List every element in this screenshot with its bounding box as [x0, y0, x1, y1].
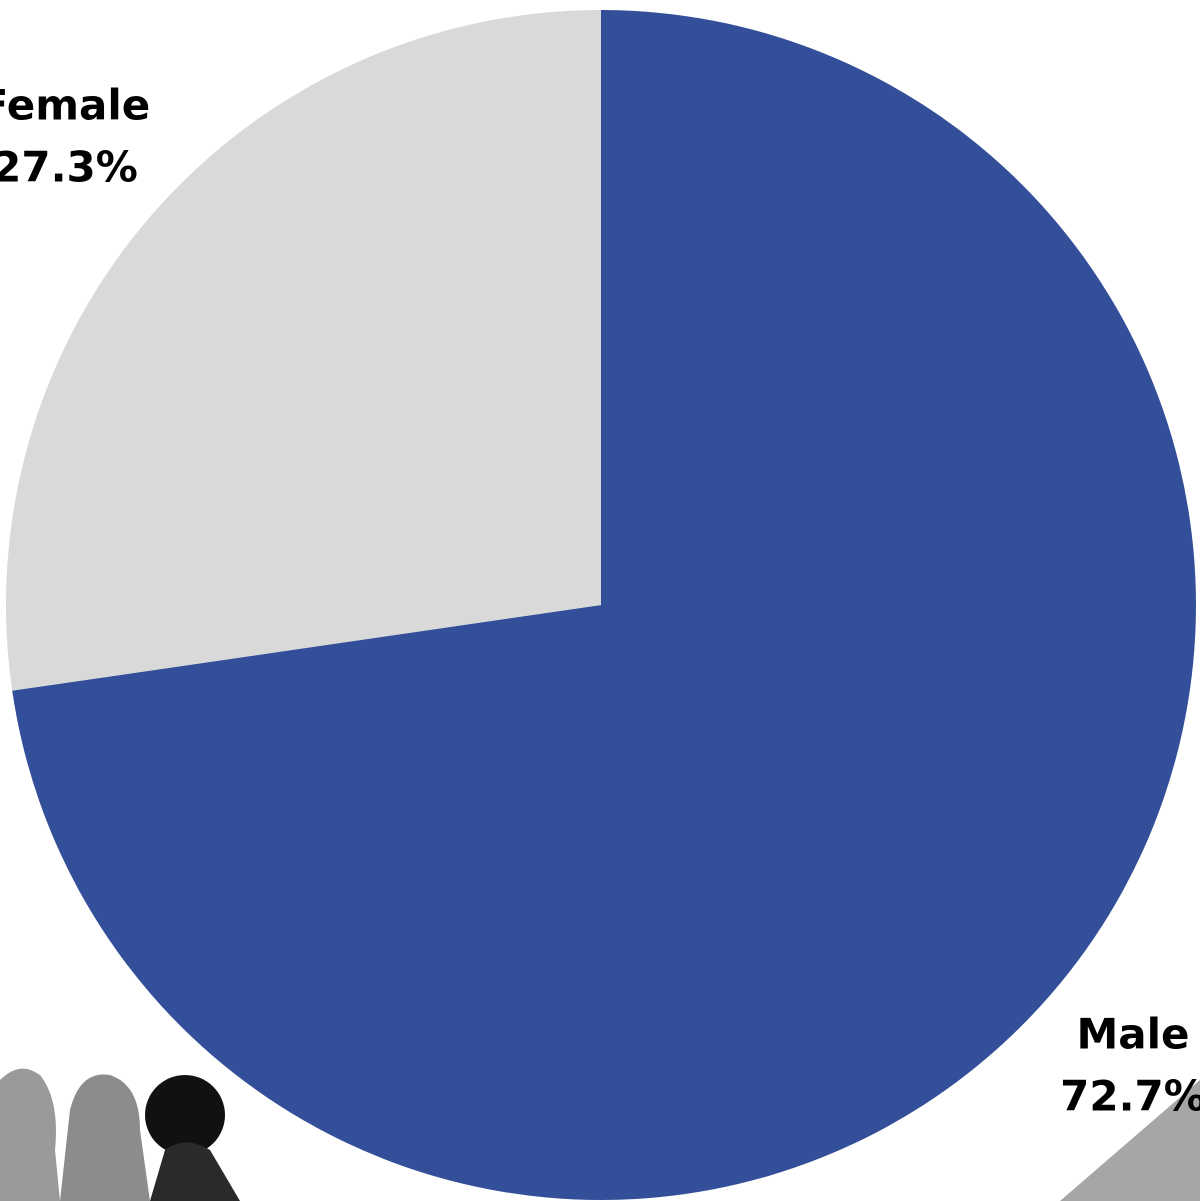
decoration — [0, 1068, 1200, 1201]
pie-slice — [12, 10, 1197, 1200]
slice-label: Male — [1076, 1010, 1189, 1059]
pie-slice — [6, 10, 602, 691]
value-label: 27.3% — [0, 143, 138, 192]
slice-label: Female — [0, 81, 150, 130]
value-label: 72.7% — [1060, 1072, 1200, 1121]
